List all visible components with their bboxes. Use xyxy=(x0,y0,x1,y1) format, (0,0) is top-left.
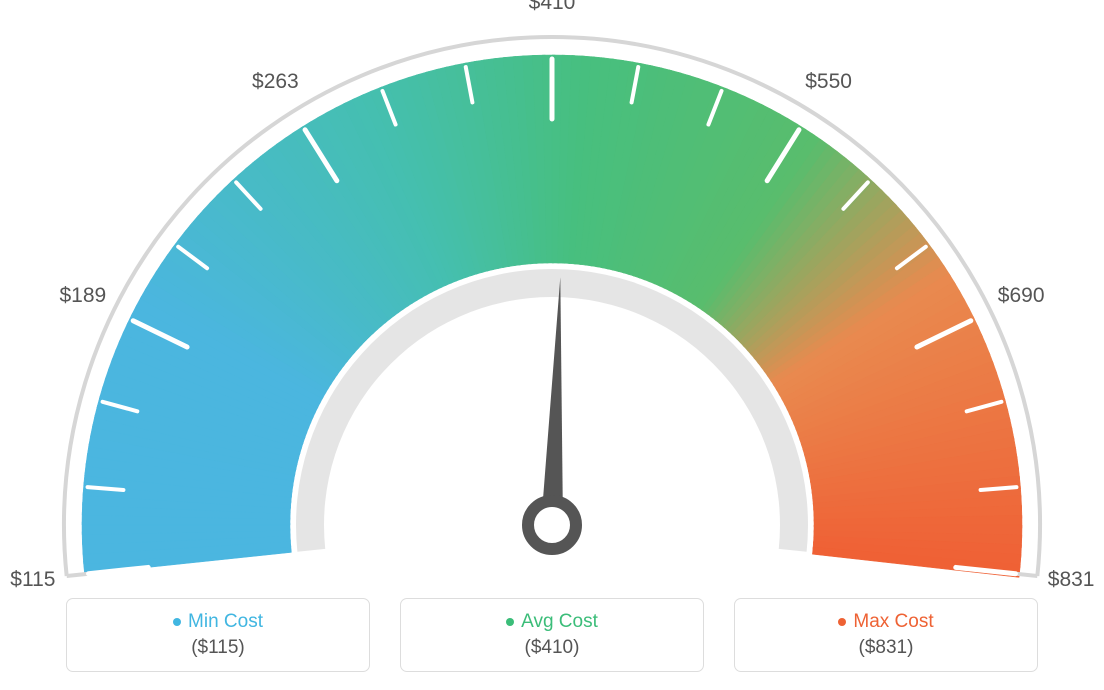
avg-cost-dot xyxy=(506,618,514,626)
legend-row: Min Cost ($115) Avg Cost ($410) Max Cost… xyxy=(0,598,1104,672)
gauge-tick-label: $189 xyxy=(59,284,106,308)
avg-cost-value: ($410) xyxy=(525,637,580,659)
max-cost-value: ($831) xyxy=(859,637,914,659)
legend-title-min: Min Cost xyxy=(173,611,263,633)
gauge-svg xyxy=(0,0,1104,580)
min-cost-value: ($115) xyxy=(191,637,245,659)
legend-card-avg: Avg Cost ($410) xyxy=(400,598,704,672)
gauge-tick-label: $263 xyxy=(252,70,299,94)
max-cost-label: Max Cost xyxy=(853,611,933,633)
min-cost-label: Min Cost xyxy=(188,611,263,633)
gauge-chart-container: $115 $189 $263 $410 $550 $690 $831 Min Cost ($… xyxy=(0,0,1104,690)
gauge-tick-label: $550 xyxy=(805,70,852,94)
gauge-area: $115$189$263$410$550$690$831 xyxy=(0,0,1104,580)
gauge-tick-label: $410 xyxy=(529,0,576,15)
max-cost-dot xyxy=(838,618,846,626)
legend-title-avg: Avg Cost xyxy=(506,611,598,633)
legend-card-min: Min Cost ($115) xyxy=(66,598,370,672)
gauge-tick-label: $831 xyxy=(1048,568,1095,592)
gauge-tick-label: $115 xyxy=(10,568,55,592)
gauge-tick-label: $690 xyxy=(998,284,1045,308)
avg-cost-label: Avg Cost xyxy=(521,611,598,633)
legend-card-max: Max Cost ($831) xyxy=(734,598,1038,672)
min-cost-dot xyxy=(173,618,181,626)
legend-title-max: Max Cost xyxy=(838,611,933,633)
